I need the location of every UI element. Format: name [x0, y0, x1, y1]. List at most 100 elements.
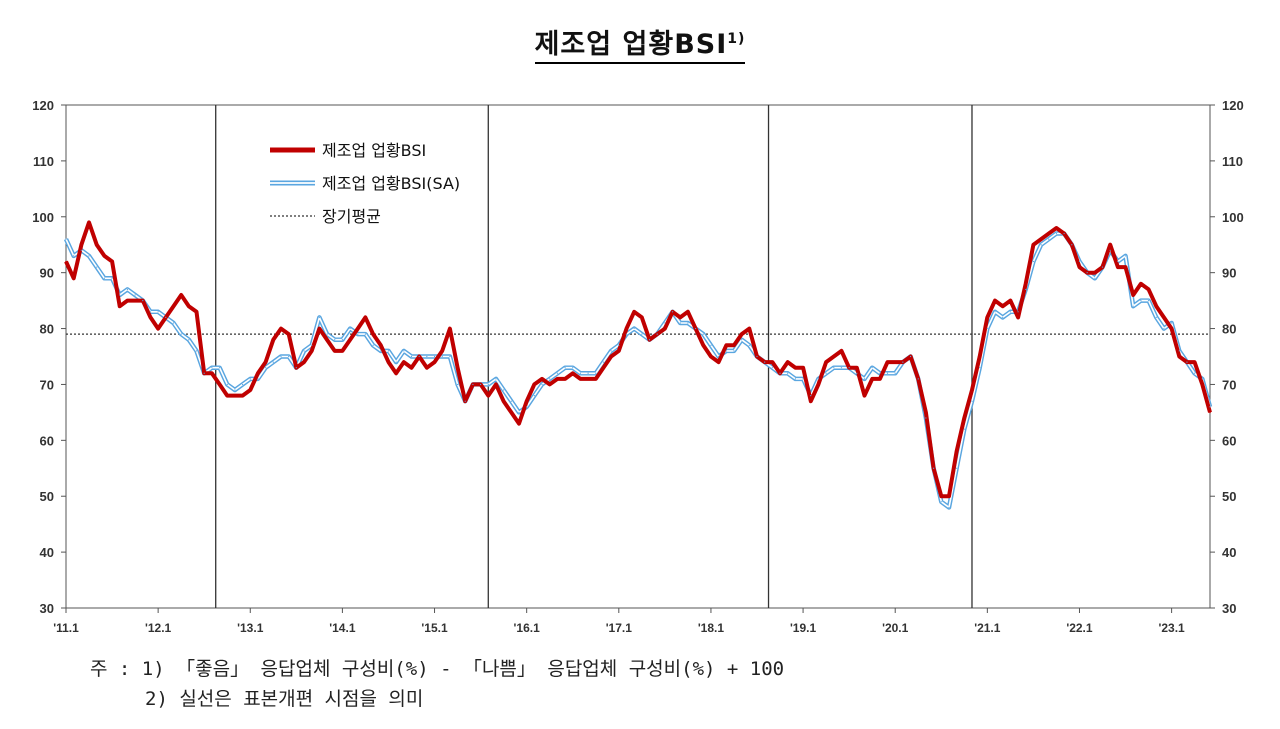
sa-series-point: [671, 311, 674, 313]
y-tick-label-left: 110: [33, 154, 54, 169]
original-series-point: [1047, 232, 1050, 235]
original-series-point: [80, 243, 83, 246]
original-series-point: [426, 366, 428, 369]
y-tick-label-left: 100: [32, 210, 54, 225]
y-tick-label-right: 60: [1222, 433, 1236, 448]
sa-series-point: [725, 350, 727, 352]
sa-series-point: [1194, 372, 1196, 374]
original-series-point: [1155, 305, 1158, 308]
original-series-point: [1055, 227, 1058, 229]
sa-series-point: [288, 355, 290, 358]
original-series-point: [794, 366, 797, 369]
sa-series-point: [165, 316, 167, 318]
sa-series-point: [157, 311, 159, 313]
original-series-point: [894, 361, 897, 363]
sa-series-point: [1063, 232, 1065, 235]
original-series-point: [832, 355, 835, 358]
original-series-point: [264, 361, 267, 363]
sa-series-point: [618, 344, 620, 346]
footnote-1: 주 : 1) 「좋음」 응답업체 구성비(%) - 「나쁨」 응답업체 구성비(…: [90, 658, 785, 680]
original-series-line: [64, 220, 1212, 499]
original-series-point: [287, 333, 290, 335]
sa-series-point: [840, 367, 843, 369]
y-tick-label-left: 120: [32, 98, 54, 113]
original-series-point: [410, 366, 413, 369]
y-tick-label-right: 90: [1222, 266, 1236, 281]
y-tick-label-left: 60: [40, 433, 54, 448]
chart-title: 제조업 업황BSI1): [0, 22, 1280, 64]
sa-series-point: [886, 372, 889, 374]
plot-frame: [65, 104, 1211, 609]
sa-series-point: [211, 367, 213, 369]
sa-series-point: [80, 249, 82, 251]
original-series-point: [502, 400, 505, 403]
original-series-point: [971, 389, 973, 391]
original-series-point: [157, 327, 159, 330]
sa-series-point: [126, 288, 129, 291]
original-series-point: [88, 221, 90, 224]
original-series-point: [664, 327, 666, 330]
sa-series-point: [357, 333, 359, 335]
original-series-point: [218, 383, 221, 386]
sa-series-point: [863, 378, 866, 380]
sa-series-point: [1163, 327, 1165, 330]
sa-series-point: [326, 333, 328, 335]
sa-series-point: [932, 467, 935, 469]
original-series-point: [326, 338, 328, 341]
sa-series-point: [295, 367, 297, 369]
original-series-point: [333, 350, 336, 352]
sa-series-point: [810, 395, 812, 397]
original-series-point: [395, 372, 397, 375]
original-series-point: [571, 372, 574, 375]
original-series-point: [525, 400, 528, 403]
original-series-point: [594, 378, 597, 380]
sa-series-point: [641, 333, 643, 335]
original-series-point: [372, 333, 374, 335]
sa-series-point: [433, 355, 436, 358]
sa-series-point: [579, 372, 582, 374]
sa-series-point: [1055, 232, 1058, 235]
original-series-point: [1140, 283, 1142, 285]
sa-series-line-core: [65, 232, 1211, 509]
chart-title-footnote-mark: 1): [727, 31, 746, 47]
sa-series-point: [1186, 361, 1188, 363]
original-series-point: [303, 361, 305, 363]
original-series-point: [610, 355, 612, 358]
sa-series-point: [257, 378, 259, 380]
sa-series-point: [456, 383, 459, 386]
original-series-point: [541, 378, 543, 380]
x-tick-label: '19.1: [790, 621, 817, 635]
x-tick-label: '14.1: [329, 621, 356, 635]
sa-series-point: [648, 339, 651, 341]
sa-series-point: [1140, 300, 1142, 302]
original-series-point: [1163, 316, 1165, 319]
original-series-point: [1094, 271, 1096, 274]
sa-series-point: [595, 372, 597, 374]
sa-series-point: [1201, 378, 1203, 380]
original-series-point: [111, 260, 113, 263]
original-series-point: [403, 361, 405, 363]
sa-series-point: [549, 378, 551, 380]
sa-series-point: [833, 367, 835, 369]
original-series-point: [510, 411, 513, 414]
sa-series-point: [510, 400, 512, 402]
sa-series-point: [1155, 316, 1157, 318]
y-tick-label-right: 120: [1222, 98, 1244, 113]
y-tick-label-left: 50: [40, 489, 54, 504]
original-series-point: [817, 383, 820, 386]
sa-series-point: [387, 350, 390, 352]
original-series-point: [280, 327, 282, 330]
sa-series-point: [971, 400, 973, 402]
sa-series-point: [879, 372, 881, 374]
original-series-point: [579, 378, 582, 380]
sa-series-point: [986, 327, 988, 330]
sa-series-point: [710, 344, 712, 346]
original-series-point: [441, 350, 444, 352]
x-tick-label: '12.1: [145, 621, 172, 635]
sa-series-point: [119, 294, 121, 296]
sa-series-point: [449, 355, 451, 358]
sa-series-point: [817, 378, 820, 380]
original-series-point: [1132, 294, 1135, 296]
sa-series-point: [702, 333, 704, 335]
sa-series-point: [1117, 260, 1119, 263]
